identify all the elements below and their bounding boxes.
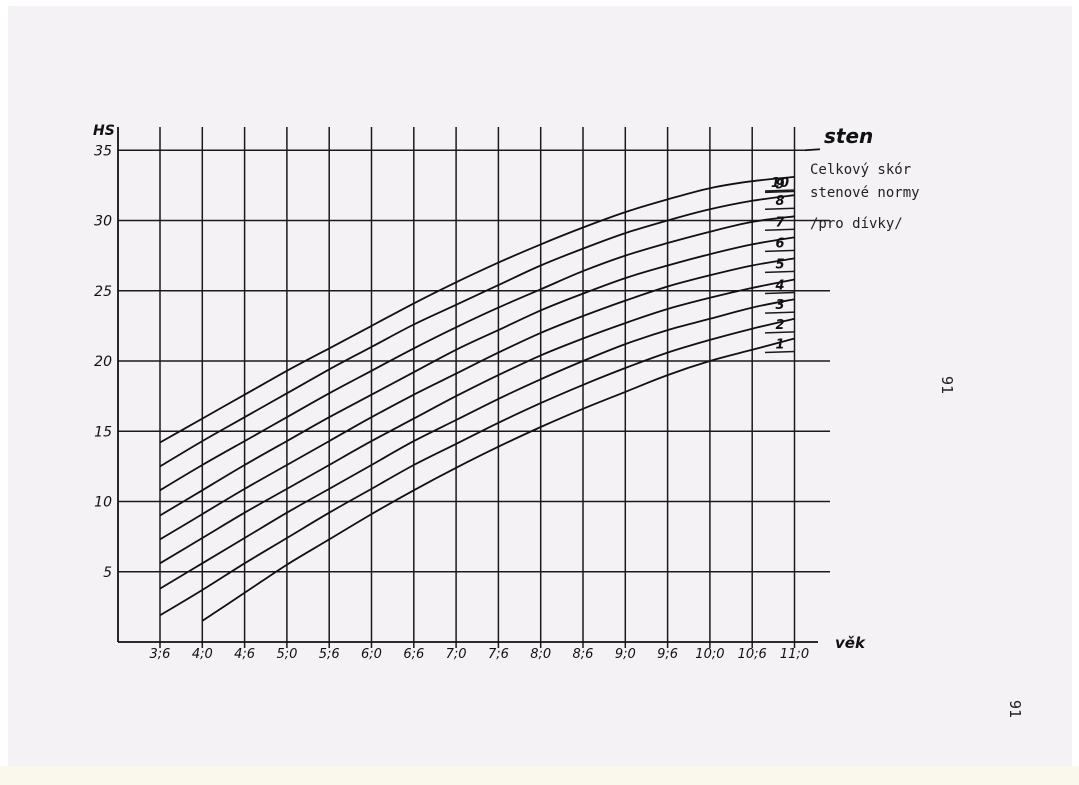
x-tick-label: 10;6 — [738, 647, 767, 662]
x-tick-label: 10;0 — [695, 647, 724, 662]
chart-title-line-3: /pro dívky/ — [810, 216, 903, 232]
y-tick-label: 5 — [103, 565, 112, 581]
page-number-2: 91 — [1006, 700, 1024, 718]
chart-title-line-1: Celkový skór — [810, 162, 911, 178]
sten-label-underline — [764, 228, 796, 232]
sten-curve-3 — [159, 298, 795, 590]
page-number-1: 91 — [938, 376, 956, 394]
sten-header: sten — [824, 124, 873, 148]
sten-curve-7 — [159, 215, 795, 492]
sten-label: 10 — [771, 176, 789, 191]
chart-title-line-2: stenové normy — [810, 185, 920, 201]
x-tick-label: 9;0 — [615, 647, 636, 662]
sten-label-underline — [764, 190, 796, 194]
sten-label: 2 — [775, 318, 784, 333]
sten-label: 3 — [775, 298, 784, 313]
sten-curve-1 — [201, 337, 795, 622]
sten-label-underline — [764, 249, 796, 253]
x-tick-label: 4;6 — [234, 647, 255, 662]
x-axis-label: věk — [835, 634, 866, 652]
y-tick-label: 35 — [94, 143, 112, 159]
axes — [117, 127, 821, 643]
sten-label-underline — [764, 189, 796, 192]
x-tick-label: 8;6 — [573, 647, 594, 662]
sten-curve-4 — [159, 278, 795, 565]
vertical-gridlines — [159, 127, 796, 648]
sten-curve-10 — [159, 176, 795, 444]
sten-label-underline — [764, 311, 796, 314]
sten-label-underline — [764, 291, 796, 295]
x-tick-label: 5;0 — [276, 647, 297, 662]
x-tick-label: 11;0 — [780, 647, 809, 662]
sten-label: 8 — [775, 194, 784, 209]
sten-curve-8 — [159, 194, 795, 468]
sten-pointer-line — [804, 148, 821, 152]
x-tick-label: 4;0 — [192, 647, 213, 662]
sten-label: 5 — [775, 257, 784, 272]
sten-curves — [159, 176, 795, 622]
sten-curve-5 — [159, 257, 795, 541]
sten-label-underline — [764, 331, 796, 334]
x-tick-label: 3;6 — [150, 647, 171, 662]
x-tick-label: 7;6 — [488, 647, 509, 662]
x-tick-label: 9;6 — [657, 647, 678, 662]
sten-labels: 1 2 3 4 5 6 7 8 910 — [764, 176, 796, 354]
sten-curve-2 — [159, 317, 795, 617]
scan-margin — [0, 766, 1079, 785]
sten-label: 7 — [775, 215, 785, 230]
y-tick-label: 30 — [94, 214, 112, 230]
x-tick-label: 6;6 — [403, 647, 424, 662]
y-tick-label: 25 — [94, 284, 112, 300]
sten-label: 6 — [775, 236, 784, 251]
x-tick-label: 6;0 — [361, 647, 382, 662]
horizontal-gridlines — [118, 149, 830, 573]
y-tick-label: 20 — [94, 354, 112, 370]
y-tick-label: 15 — [94, 424, 112, 440]
sten-label-underline — [764, 270, 796, 274]
sten-label-underline — [764, 207, 796, 210]
x-tick-label: 8;0 — [530, 647, 551, 662]
y-tick-label: 10 — [94, 495, 112, 511]
x-tick-label: 5;6 — [319, 647, 340, 662]
sten-label: 1 — [775, 338, 784, 353]
sten-label: 9 — [775, 177, 784, 192]
sten-label-underline — [764, 350, 796, 354]
x-tick-label: 7;0 — [446, 647, 467, 662]
y-axis-label: HS — [93, 123, 115, 139]
sten-curve-6 — [159, 236, 795, 517]
sten-label: 4 — [774, 279, 784, 294]
